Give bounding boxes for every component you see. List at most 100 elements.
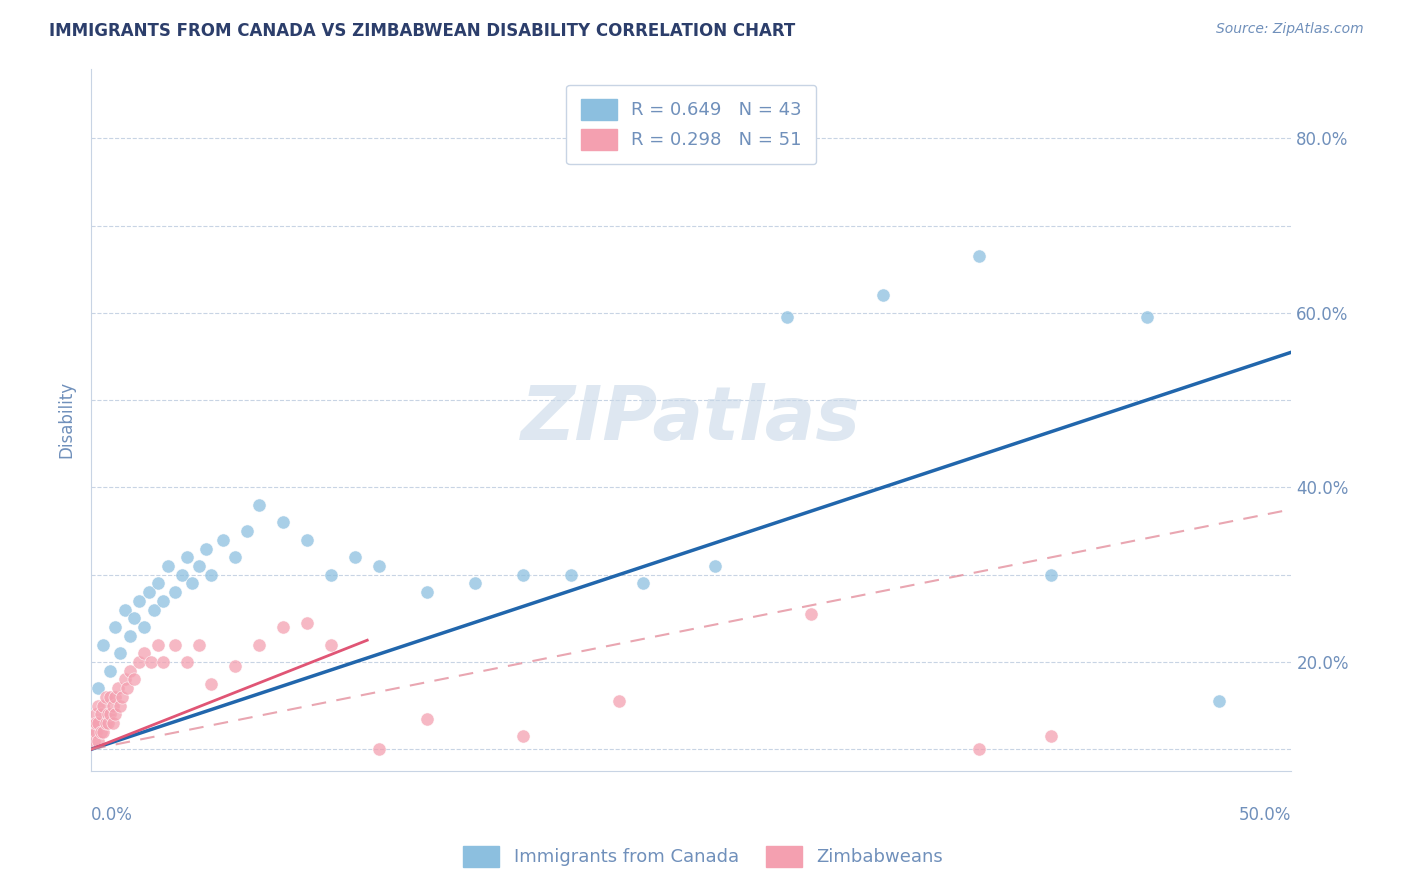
Text: ZIPatlas: ZIPatlas <box>522 384 862 457</box>
Point <box>108 698 131 713</box>
Point <box>176 655 198 669</box>
Text: 0.0%: 0.0% <box>91 806 134 824</box>
Point <box>1136 310 1159 325</box>
Point <box>271 516 294 530</box>
Point <box>200 677 222 691</box>
Point <box>152 594 174 608</box>
Point <box>84 707 107 722</box>
Point <box>224 550 246 565</box>
Point <box>321 567 343 582</box>
Point <box>138 585 160 599</box>
Point <box>87 733 110 747</box>
Point <box>132 620 155 634</box>
Point <box>1040 567 1063 582</box>
Point <box>87 681 110 696</box>
Point <box>124 673 146 687</box>
Point <box>188 559 211 574</box>
Point <box>87 716 110 731</box>
Point <box>91 698 114 713</box>
Point <box>118 629 141 643</box>
Point <box>108 646 131 660</box>
Point <box>236 524 259 538</box>
Point <box>94 716 117 731</box>
Point <box>118 664 141 678</box>
Point <box>247 638 270 652</box>
Point <box>704 559 727 574</box>
Point <box>1208 694 1230 708</box>
Point <box>344 550 367 565</box>
Point <box>368 742 391 756</box>
Point <box>124 611 146 625</box>
Point <box>97 707 120 722</box>
Point <box>607 694 630 708</box>
Point <box>101 698 124 713</box>
Point <box>90 724 112 739</box>
Point <box>141 655 163 669</box>
Point <box>512 567 534 582</box>
Point <box>98 707 121 722</box>
Point <box>416 585 439 599</box>
Point <box>104 690 127 704</box>
Point <box>94 690 117 704</box>
Point <box>271 620 294 634</box>
Point <box>295 533 318 547</box>
Point <box>181 576 204 591</box>
Point <box>195 541 218 556</box>
Point <box>101 716 124 731</box>
Point <box>188 638 211 652</box>
Point <box>165 638 187 652</box>
Point <box>97 716 120 731</box>
Point <box>156 559 179 574</box>
Point <box>83 716 105 731</box>
Point <box>84 716 107 731</box>
Point <box>114 673 136 687</box>
Point <box>87 698 110 713</box>
Point <box>142 602 165 616</box>
Y-axis label: Disability: Disability <box>58 381 75 458</box>
Point <box>512 729 534 743</box>
Point <box>98 690 121 704</box>
Point <box>295 615 318 630</box>
Point <box>114 602 136 616</box>
Point <box>633 576 655 591</box>
Point <box>969 742 991 756</box>
Point <box>128 655 150 669</box>
Point <box>172 567 194 582</box>
Point <box>84 724 107 739</box>
Point <box>128 594 150 608</box>
Point <box>368 559 391 574</box>
Point <box>321 638 343 652</box>
Point <box>464 576 486 591</box>
Point <box>560 567 582 582</box>
Text: 50.0%: 50.0% <box>1239 806 1292 824</box>
Point <box>416 712 439 726</box>
Point <box>91 724 114 739</box>
Point <box>176 550 198 565</box>
Point <box>224 659 246 673</box>
Legend: Immigrants from Canada, Zimbabweans: Immigrants from Canada, Zimbabweans <box>456 838 950 874</box>
Point <box>247 498 270 512</box>
Point <box>165 585 187 599</box>
Point <box>90 707 112 722</box>
Point <box>98 664 121 678</box>
Point <box>132 646 155 660</box>
Point <box>91 638 114 652</box>
Point <box>111 690 134 704</box>
Point <box>115 681 138 696</box>
Point <box>83 733 105 747</box>
Point <box>148 638 170 652</box>
Point <box>969 249 991 263</box>
Text: Source: ZipAtlas.com: Source: ZipAtlas.com <box>1216 22 1364 37</box>
Point <box>800 607 823 621</box>
Point <box>200 567 222 582</box>
Point <box>152 655 174 669</box>
Text: IMMIGRANTS FROM CANADA VS ZIMBABWEAN DISABILITY CORRELATION CHART: IMMIGRANTS FROM CANADA VS ZIMBABWEAN DIS… <box>49 22 796 40</box>
Point <box>148 576 170 591</box>
Point <box>212 533 235 547</box>
Point <box>1040 729 1063 743</box>
Point <box>104 707 127 722</box>
Point <box>107 681 129 696</box>
Point <box>104 620 127 634</box>
Point <box>83 724 105 739</box>
Point <box>776 310 799 325</box>
